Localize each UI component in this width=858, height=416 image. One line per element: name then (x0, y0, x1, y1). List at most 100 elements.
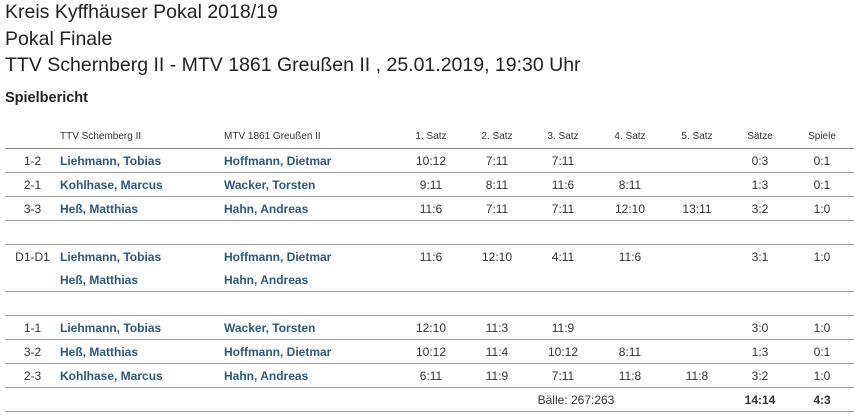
set4-score (596, 315, 664, 340)
set3-score: 11:9 (530, 315, 596, 340)
set3-score: 4:11 (551, 249, 575, 264)
table-row: 3-3 Heß, Matthias Hahn, Andreas 11:6 7:1… (5, 196, 854, 221)
pairing: 1-2 (5, 148, 60, 173)
sets-result: 0:3 (730, 148, 790, 173)
round-title: Pokal Finale (5, 28, 113, 50)
games-result: 1:0 (813, 249, 831, 264)
set2-score: 11:3 (464, 315, 530, 340)
set5-score: 11:8 (664, 363, 730, 388)
away-player-link[interactable]: Hoffmann, Dietmar (224, 153, 332, 168)
set2-score: 11:4 (464, 339, 530, 364)
home-player-link[interactable]: Liehmann, Tobias (60, 320, 162, 335)
sets-result: 3:2 (730, 363, 790, 388)
set1-score: 12:10 (398, 315, 464, 340)
set2-score: 11:9 (464, 363, 530, 388)
table-row-doubles-partner: Heß, Matthias Hahn, Andreas (5, 268, 854, 292)
set1-score: 10:12 (398, 148, 464, 173)
pairing: 1-1 (5, 315, 60, 340)
match-report-table: TTV Schemberg II MTV 1861 Greußen II 1. … (5, 124, 854, 412)
set5-score (664, 339, 730, 364)
match-title: TTV Schernberg II - MTV 1861 Greußen II … (5, 54, 581, 76)
set2-score: 8:11 (464, 172, 530, 197)
set1-score: 9:11 (398, 172, 464, 197)
set4-score (596, 148, 664, 173)
sets-result: 1:3 (730, 339, 790, 364)
games-result: 0:1 (790, 148, 854, 173)
col-games: Spiele (790, 124, 854, 149)
balls-total: Bälle: 267:263 (398, 387, 730, 412)
pairing: D1-D1 (15, 249, 50, 264)
home-player-link[interactable]: Liehmann, Tobias (60, 249, 162, 264)
set2-score: 12:10 (481, 249, 513, 264)
away-player-link[interactable]: Hoffmann, Dietmar (224, 249, 332, 264)
home-player-link[interactable]: Kohlhase, Marcus (60, 177, 163, 192)
col-sets: Sätze (730, 124, 790, 149)
set3-score: 11:6 (530, 172, 596, 197)
home-partner-link[interactable]: Heß, Matthias (60, 272, 139, 287)
pairing: 2-3 (5, 363, 60, 388)
set1-score: 10:12 (398, 339, 464, 364)
col-set2: 2. Satz (464, 124, 530, 149)
set4-score: 12:10 (596, 196, 664, 221)
table-spacer (5, 291, 854, 316)
set3-score: 7:11 (530, 196, 596, 221)
table-row: 1-1 Liehmann, Tobias Wacker, Torsten 12:… (5, 315, 854, 340)
col-set1: 1. Satz (398, 124, 464, 149)
col-pairing (5, 124, 60, 149)
set1-score: 11:6 (419, 249, 443, 264)
away-player-link[interactable]: Wacker, Torsten (224, 177, 316, 192)
away-partner-link[interactable]: Hahn, Andreas (224, 272, 309, 287)
games-result: 0:1 (790, 339, 854, 364)
set2-score: 7:11 (464, 196, 530, 221)
home-player-link[interactable]: Liehmann, Tobias (60, 153, 162, 168)
sets-result: 3:0 (730, 315, 790, 340)
sets-result: 1:3 (730, 172, 790, 197)
table-header-row: TTV Schemberg II MTV 1861 Greußen II 1. … (5, 124, 854, 149)
games-result: 1:0 (790, 196, 854, 221)
table-row: 2-1 Kohlhase, Marcus Wacker, Torsten 9:1… (5, 172, 854, 197)
away-player-link[interactable]: Hahn, Andreas (224, 201, 309, 216)
set3-score: 7:11 (530, 148, 596, 173)
table-row: 1-2 Liehmann, Tobias Hoffmann, Dietmar 1… (5, 148, 854, 173)
set3-score: 7:11 (530, 363, 596, 388)
games-total: 4:3 (790, 387, 854, 412)
pairing: 3-2 (5, 339, 60, 364)
pairing: 3-3 (5, 196, 60, 221)
set2-score: 7:11 (464, 148, 530, 173)
set5-score: 13:11 (664, 196, 730, 221)
away-player-link[interactable]: Hahn, Andreas (224, 368, 309, 383)
col-home-team: TTV Schemberg II (60, 124, 224, 149)
away-player-link[interactable]: Hoffmann, Dietmar (224, 344, 332, 359)
home-player-link[interactable]: Kohlhase, Marcus (60, 368, 163, 383)
sets-total: 14:14 (730, 387, 790, 412)
col-set5: 5. Satz (664, 124, 730, 149)
set4-score: 11:8 (596, 363, 664, 388)
set5-score (664, 245, 730, 269)
competition-title: Kreis Kyffhäuser Pokal 2018/19 (5, 1, 278, 23)
col-away-team: MTV 1861 Greußen II (224, 124, 398, 149)
totals-row: Bälle: 267:263 14:14 4:3 (5, 387, 854, 412)
sets-result: 3:1 (751, 249, 769, 264)
set4-score: 8:11 (596, 339, 664, 364)
away-player-link[interactable]: Wacker, Torsten (224, 320, 316, 335)
table-row-doubles: D1-D1 Liehmann, Tobias Hoffmann, Dietmar… (5, 245, 854, 269)
section-title: Spielbericht (5, 90, 88, 106)
col-set3: 3. Satz (530, 124, 596, 149)
col-set4: 4. Satz (596, 124, 664, 149)
set4-score: 11:6 (618, 249, 642, 264)
set5-score (664, 148, 730, 173)
games-result: 1:0 (790, 315, 854, 340)
pairing: 2-1 (5, 172, 60, 197)
table-row: 2-3 Kohlhase, Marcus Hahn, Andreas 6:11 … (5, 363, 854, 388)
games-result: 1:0 (790, 363, 854, 388)
home-player-link[interactable]: Heß, Matthias (60, 201, 139, 216)
table-spacer (5, 220, 854, 245)
set3-score: 10:12 (530, 339, 596, 364)
set4-score: 8:11 (596, 172, 664, 197)
table-row: 3-2 Heß, Matthias Hoffmann, Dietmar 10:1… (5, 339, 854, 364)
games-result: 0:1 (790, 172, 854, 197)
home-player-link[interactable]: Heß, Matthias (60, 344, 139, 359)
sets-result: 3:2 (730, 196, 790, 221)
set1-score: 11:6 (398, 196, 464, 221)
set5-score (664, 172, 730, 197)
